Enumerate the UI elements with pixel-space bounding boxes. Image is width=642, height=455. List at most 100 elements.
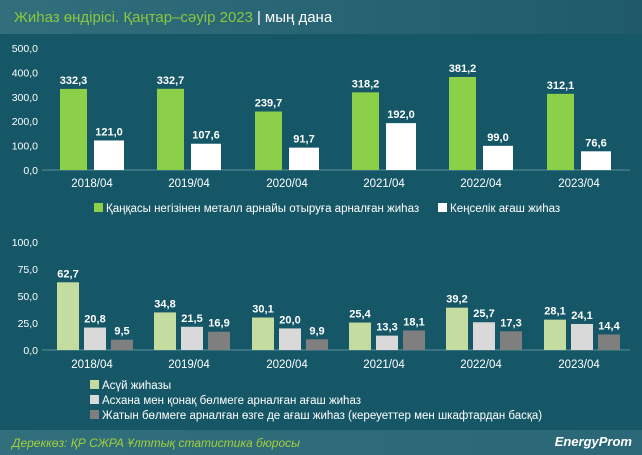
source-text: Дереккөз: ҚР СЖРА Ұлттық статистика бюро… <box>12 436 300 450</box>
energyprom-logo: EnergyProm <box>554 434 632 449</box>
legend-item-bedroom: Жатын бөлмеге арналған өзге де ағаш жиһа… <box>90 410 542 422</box>
data-label: 28,1 <box>544 306 565 318</box>
data-label: 25,4 <box>349 309 371 321</box>
chart-title: Жиһаз өндірісі. Қаңтар–сәуір 2023 | мың да… <box>14 9 332 26</box>
bar <box>598 334 620 350</box>
data-label: 312,1 <box>547 80 575 92</box>
data-label: 381,2 <box>449 63 477 75</box>
bar <box>349 322 371 350</box>
x-tick-label: 2022/04 <box>460 359 502 371</box>
y-tick-label: 400,0 <box>12 67 38 79</box>
data-label: 20,8 <box>84 314 105 326</box>
legend-item-kitchen: Асүй жиһазы <box>90 380 171 392</box>
data-label: 18,1 <box>403 316 424 328</box>
bar <box>352 92 379 170</box>
header: Жиһаз өндірісі. Қаңтар–сәуір 2023 | мың да… <box>0 0 642 34</box>
legend-label: Асхана мен қонақ бөлмеге арналған ағаш ж… <box>102 395 361 407</box>
legend-swatch <box>94 203 103 212</box>
bar <box>252 317 274 350</box>
data-label: 21,5 <box>181 313 202 325</box>
x-tick-label: 2019/04 <box>168 359 210 371</box>
bar <box>181 326 203 350</box>
x-tick-label: 2018/04 <box>71 359 113 371</box>
unit-label: мың дана <box>264 9 333 26</box>
y-tick-label: 50,0 <box>18 291 39 303</box>
x-tick-label: 2022/04 <box>460 178 502 190</box>
data-label: 16,9 <box>208 318 229 330</box>
data-label: 76,6 <box>585 137 606 149</box>
bar <box>386 123 416 170</box>
data-label: 239,7 <box>255 98 283 110</box>
y-tick-label: 0,0 <box>23 165 38 177</box>
y-tick-label: 0,0 <box>23 345 38 357</box>
bar <box>544 319 566 350</box>
data-label: 91,7 <box>293 134 314 146</box>
x-tick-label: 2018/04 <box>71 178 113 190</box>
bar <box>111 339 133 350</box>
y-tick-label: 500,0 <box>12 43 38 55</box>
bar <box>157 88 184 170</box>
data-label: 9,5 <box>114 326 129 338</box>
data-label: 9,9 <box>309 325 324 337</box>
data-label: 192,0 <box>387 109 415 121</box>
bar <box>94 140 124 170</box>
x-tick-label: 2023/04 <box>558 178 600 190</box>
legend-swatch <box>90 380 99 389</box>
bar <box>279 328 301 350</box>
data-label: 62,7 <box>57 268 78 280</box>
x-tick-label: 2021/04 <box>363 178 405 190</box>
title-text: Жиһаз өндірісі. Қаңтар–сәуір 2023 <box>14 9 253 26</box>
charts-svg: 0,0 100,0 200,0 300,0 400,0 500,0 2018/04 332,3… <box>12 43 630 371</box>
x-tick-label: 2020/04 <box>266 359 308 371</box>
data-label: 318,2 <box>352 78 380 90</box>
data-label: 107,6 <box>192 130 220 142</box>
bar <box>483 145 513 170</box>
legend-label: Жатын бөлмеге арналған өзге де ағаш жиһа… <box>102 410 543 422</box>
legend-swatch <box>90 410 99 419</box>
x-tick-label: 2020/04 <box>266 178 308 190</box>
legend-item-office-wood: Кеңселік ағаш жиһаз <box>438 203 560 215</box>
bar <box>473 322 495 350</box>
legend-label: Асүй жиһазы <box>102 380 172 392</box>
bar <box>255 111 282 170</box>
bar <box>547 93 574 170</box>
legend-swatch <box>90 395 99 404</box>
bar <box>154 312 176 350</box>
data-label: 24,1 <box>571 310 592 322</box>
bar <box>306 339 328 350</box>
footer: Дереккөз: ҚР СЖРА Ұлттық статистика бюро… <box>0 430 642 455</box>
x-tick-label: 2023/04 <box>558 359 600 371</box>
data-label: 99,0 <box>487 132 508 144</box>
bar <box>84 327 106 350</box>
bar <box>191 143 221 170</box>
data-label: 30,1 <box>252 303 273 315</box>
y-tick-label: 200,0 <box>12 116 38 128</box>
legend-label: Қаңқасы негізінен металл арнайы отыруға … <box>106 203 420 215</box>
bar <box>57 282 79 350</box>
data-label: 34,8 <box>154 298 175 310</box>
bar <box>403 330 425 350</box>
legend-label: Кеңселік ағаш жиһаз <box>450 203 561 215</box>
data-label: 20,0 <box>279 314 300 326</box>
title-separator: | <box>257 9 261 26</box>
bar <box>446 307 468 350</box>
y-tick-label: 300,0 <box>12 92 38 104</box>
bar <box>289 147 319 170</box>
bar <box>581 151 611 170</box>
data-label: 17,3 <box>500 317 521 329</box>
data-label: 14,4 <box>598 320 620 332</box>
legend-swatch <box>438 203 447 212</box>
data-label: 25,7 <box>473 308 494 320</box>
data-label: 13,3 <box>376 322 397 334</box>
y-tick-label: 75,0 <box>18 264 39 276</box>
x-tick-label: 2021/04 <box>363 359 405 371</box>
bar <box>208 331 230 350</box>
data-label: 332,3 <box>60 75 88 87</box>
bar <box>449 76 476 170</box>
legend-item-metal-seating: Қаңқасы негізінен металл арнайы отыруға … <box>94 203 419 215</box>
bar <box>571 323 593 350</box>
y-tick-label: 25,0 <box>18 318 39 330</box>
bar <box>60 88 87 170</box>
data-label: 121,0 <box>95 126 123 138</box>
